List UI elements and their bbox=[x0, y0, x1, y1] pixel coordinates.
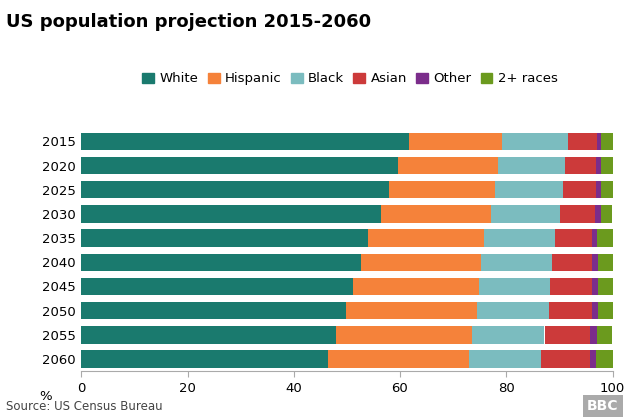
Bar bbox=[601, 181, 612, 198]
Bar bbox=[544, 326, 590, 344]
Bar bbox=[491, 205, 561, 223]
Bar bbox=[598, 254, 612, 271]
Bar bbox=[81, 350, 328, 368]
Bar bbox=[565, 157, 596, 174]
Bar bbox=[81, 302, 346, 319]
Bar bbox=[81, 205, 381, 223]
Bar bbox=[596, 157, 601, 174]
Bar bbox=[479, 278, 551, 295]
Bar bbox=[398, 157, 498, 174]
Bar bbox=[476, 302, 549, 319]
Bar bbox=[81, 133, 409, 150]
Bar bbox=[568, 133, 596, 150]
Bar bbox=[469, 350, 541, 368]
Bar bbox=[389, 181, 494, 198]
Text: US population projection 2015-2060: US population projection 2015-2060 bbox=[6, 13, 371, 30]
Bar bbox=[484, 229, 554, 247]
Bar bbox=[592, 278, 598, 295]
Bar bbox=[596, 350, 612, 368]
Bar bbox=[554, 229, 592, 247]
Bar bbox=[353, 278, 479, 295]
Bar bbox=[598, 278, 612, 295]
Bar bbox=[409, 133, 502, 150]
Bar bbox=[592, 254, 598, 271]
Bar bbox=[589, 350, 596, 368]
Bar bbox=[596, 326, 612, 344]
Bar bbox=[601, 205, 612, 223]
Bar bbox=[81, 157, 398, 174]
Bar bbox=[361, 254, 481, 271]
Bar bbox=[601, 157, 612, 174]
Bar bbox=[381, 205, 491, 223]
Bar bbox=[592, 302, 598, 319]
Bar bbox=[81, 254, 361, 271]
Bar bbox=[552, 254, 592, 271]
Bar bbox=[596, 181, 601, 198]
Bar bbox=[541, 350, 589, 368]
Bar bbox=[81, 181, 389, 198]
Bar bbox=[81, 229, 368, 247]
Bar bbox=[592, 229, 597, 247]
Bar bbox=[472, 326, 544, 344]
Bar bbox=[81, 326, 336, 344]
Text: %: % bbox=[39, 390, 51, 404]
Bar bbox=[597, 133, 601, 150]
Bar bbox=[336, 326, 472, 344]
Bar bbox=[561, 205, 596, 223]
Bar bbox=[601, 133, 612, 150]
Bar bbox=[328, 350, 469, 368]
Bar bbox=[81, 278, 353, 295]
Bar bbox=[368, 229, 484, 247]
Bar bbox=[498, 157, 565, 174]
Bar bbox=[596, 205, 601, 223]
Bar bbox=[597, 229, 612, 247]
Text: Source: US Census Bureau: Source: US Census Bureau bbox=[6, 400, 163, 413]
Text: BBC: BBC bbox=[588, 399, 619, 413]
Legend: White, Hispanic, Black, Asian, Other, 2+ races: White, Hispanic, Black, Asian, Other, 2+… bbox=[137, 67, 563, 90]
Bar bbox=[549, 302, 592, 319]
Bar bbox=[598, 302, 612, 319]
Bar bbox=[590, 326, 596, 344]
Bar bbox=[346, 302, 476, 319]
Bar bbox=[481, 254, 552, 271]
Bar bbox=[551, 278, 592, 295]
Bar bbox=[563, 181, 596, 198]
Bar bbox=[502, 133, 568, 150]
Bar bbox=[494, 181, 563, 198]
